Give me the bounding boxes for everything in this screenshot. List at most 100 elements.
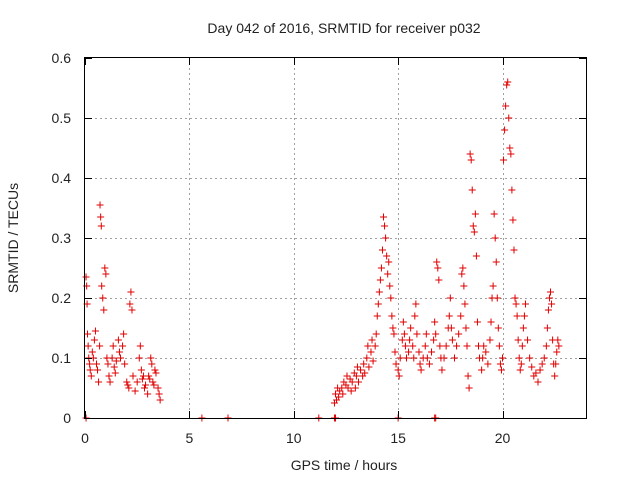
data-point <box>129 372 137 380</box>
data-point <box>416 360 424 368</box>
data-point <box>468 186 476 194</box>
data-point <box>526 354 534 362</box>
data-point <box>146 375 154 383</box>
data-point <box>374 300 382 308</box>
data-point <box>344 384 352 392</box>
data-point <box>108 354 116 362</box>
data-point <box>417 366 425 374</box>
y-tick-label: 0.5 <box>52 110 72 126</box>
data-point <box>338 384 346 392</box>
data-point <box>402 354 410 362</box>
data-point <box>479 354 487 362</box>
y-tick-label: 0.2 <box>52 290 72 306</box>
data-point <box>553 348 561 356</box>
data-point <box>87 372 95 380</box>
data-point <box>520 312 528 320</box>
data-point <box>455 330 463 338</box>
data-point <box>86 366 94 374</box>
data-point <box>519 324 527 332</box>
data-point <box>99 294 107 302</box>
data-point <box>104 360 112 368</box>
data-point <box>371 342 379 350</box>
data-point <box>101 264 109 272</box>
data-point <box>120 330 128 338</box>
data-point <box>123 378 131 386</box>
data-point <box>410 354 418 362</box>
data-point <box>551 372 559 380</box>
data-point <box>128 306 136 314</box>
data-point <box>339 390 347 398</box>
data-point <box>391 348 399 356</box>
data-point <box>407 324 415 332</box>
data-point <box>415 348 423 356</box>
data-point <box>352 372 360 380</box>
data-point <box>536 366 544 374</box>
axis-ticks <box>85 58 586 419</box>
data-point <box>135 354 143 362</box>
chart-title: Day 042 of 2016, SRMTID for receiver p03… <box>207 20 480 36</box>
data-point <box>343 372 351 380</box>
data-point <box>126 300 134 308</box>
data-point <box>94 366 102 374</box>
data-point <box>401 342 409 350</box>
data-point <box>372 330 380 338</box>
data-point <box>555 342 563 350</box>
data-point <box>478 366 486 374</box>
data-point <box>367 348 375 356</box>
data-point <box>532 369 540 377</box>
data-point <box>361 369 369 377</box>
data-point <box>369 357 377 365</box>
data-point <box>489 282 497 290</box>
data-point <box>421 342 429 350</box>
data-point <box>383 252 391 260</box>
data-point <box>357 366 365 374</box>
data-point <box>154 384 162 392</box>
data-point <box>115 348 123 356</box>
data-point <box>435 276 443 284</box>
data-point <box>502 102 510 110</box>
data-point <box>524 336 532 344</box>
data-point <box>112 357 120 365</box>
data-point <box>492 258 500 266</box>
data-point <box>434 264 442 272</box>
data-point <box>512 300 520 308</box>
data-point <box>95 378 103 386</box>
data-point <box>504 78 512 86</box>
data-point <box>144 390 152 398</box>
y-axis-label: SRMTID / TECUs <box>5 183 21 293</box>
data-point <box>389 324 397 332</box>
data-point <box>554 336 562 344</box>
data-point <box>142 381 150 389</box>
data-point <box>131 387 139 395</box>
data-point <box>494 324 502 332</box>
data-point <box>127 288 135 296</box>
data-point <box>465 384 473 392</box>
data-point <box>511 294 519 302</box>
data-point <box>375 288 383 296</box>
data-point <box>394 366 402 374</box>
data-point <box>518 342 526 350</box>
data-point <box>499 354 506 362</box>
data-point <box>445 312 453 320</box>
data-point <box>412 300 420 308</box>
data-point <box>457 312 465 320</box>
data-point <box>84 342 92 350</box>
data-point <box>102 270 110 278</box>
data-point <box>461 300 469 308</box>
data-point <box>373 312 381 320</box>
data-point <box>116 354 124 362</box>
data-point <box>507 150 515 158</box>
data-point <box>440 354 448 362</box>
data-point <box>97 222 105 230</box>
data-point <box>136 342 144 350</box>
data-point <box>497 366 505 374</box>
data-point <box>542 342 550 350</box>
data-point <box>90 336 98 344</box>
data-point <box>464 372 472 380</box>
data-point <box>378 246 386 254</box>
data-point <box>353 363 361 371</box>
data-point <box>433 258 441 266</box>
x-tick-labels: 0 5 10 15 20 <box>81 430 510 446</box>
data-point <box>538 360 546 368</box>
data-point <box>505 114 513 122</box>
